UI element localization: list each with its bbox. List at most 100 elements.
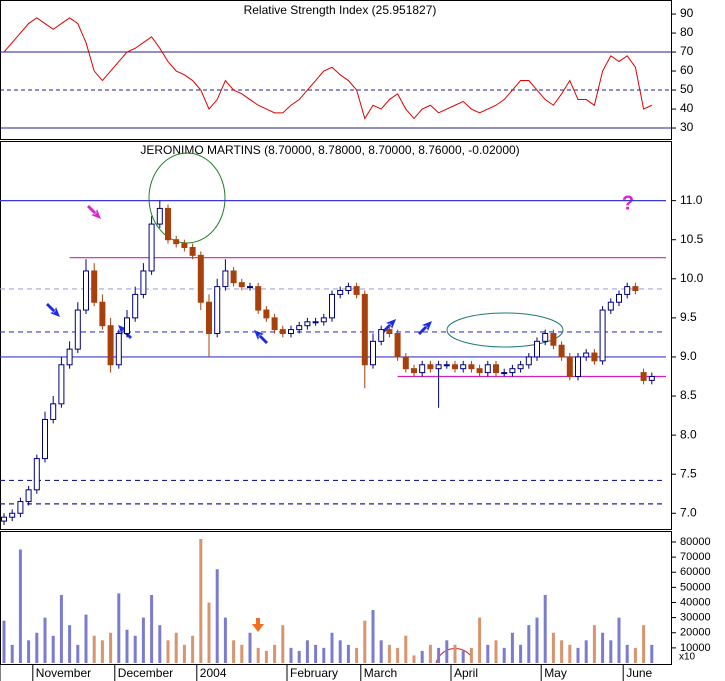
candle-body [1, 516, 7, 522]
price-panel [0, 141, 672, 530]
candle-body [329, 293, 335, 319]
volume-bar [535, 617, 539, 663]
volume-bar [84, 614, 88, 663]
candle-body [181, 243, 188, 249]
volume-bar [117, 593, 121, 663]
candle-body [493, 364, 499, 374]
arrow [418, 321, 432, 335]
volume-bar [43, 617, 47, 663]
candle-body [189, 247, 196, 256]
chart-title: JERONIMO MARTINS (8.70000, 8.78000, 8.70… [140, 143, 519, 157]
volume-bar [355, 647, 359, 663]
volume-bar [510, 632, 514, 663]
arrow [254, 330, 268, 344]
x-tick-label: 2004 [200, 666, 227, 680]
volume-bar [478, 617, 482, 663]
volume-bar [297, 650, 301, 663]
volume-bar [428, 644, 432, 663]
candle-body [501, 372, 508, 375]
volume-bar [609, 640, 613, 663]
volume-bar [445, 640, 449, 663]
volume-bar [412, 655, 416, 663]
y-tick-label: 7.5 [680, 466, 697, 480]
candle-body [312, 321, 319, 324]
volume-bar [330, 632, 334, 663]
candle-body [132, 293, 139, 319]
y-tick-label: 8.5 [680, 388, 697, 402]
arrow [87, 205, 101, 219]
x-tick-label: February [290, 666, 338, 680]
candle-body [238, 282, 245, 288]
candle-body [156, 207, 163, 225]
y-tick-label: 7.0 [680, 505, 697, 519]
volume-bar [18, 549, 22, 663]
arrow [252, 618, 264, 632]
volume-bar [248, 632, 252, 663]
volume-bar [453, 644, 457, 663]
volume-bar [469, 647, 473, 663]
candle-body [361, 293, 368, 366]
y-tick-label: 10000 [680, 642, 711, 654]
volume-bar [2, 620, 6, 663]
x-tick-label: March [364, 666, 397, 680]
candle-body [279, 329, 286, 334]
volume-bar [182, 644, 186, 663]
y-tick-label: 20000 [680, 627, 711, 639]
volume-bar [461, 650, 465, 663]
volume-bar [314, 644, 318, 663]
volume-bar [109, 632, 113, 663]
candle-body [386, 329, 393, 334]
candle-body [50, 403, 57, 420]
candle-body [115, 333, 122, 366]
y-tick-label: 70 [680, 44, 694, 58]
candle-body [624, 286, 631, 295]
candle-body [443, 364, 450, 367]
volume-bar [346, 644, 350, 663]
x-tick-label: December [118, 666, 173, 680]
volume-bar [133, 635, 137, 663]
volume-bar [363, 620, 367, 663]
candle-body [468, 364, 475, 370]
volume-bar [387, 644, 391, 663]
ellipse [446, 312, 564, 348]
candle-body [591, 352, 598, 362]
candle-body [370, 340, 376, 366]
candle-body [427, 364, 434, 370]
volume-bar [650, 644, 654, 663]
candle-body [378, 329, 385, 342]
volume-bar [584, 640, 588, 663]
y-tick-label: 30000 [680, 612, 711, 624]
candle-body [271, 317, 278, 331]
volume-bar [150, 594, 154, 663]
arrow [46, 303, 60, 317]
y-tick-label: 80000 [680, 536, 711, 548]
candle-body [607, 301, 614, 311]
volume-bar [27, 640, 31, 663]
volume-bar [10, 644, 14, 663]
candle-body [640, 372, 647, 381]
volume-bar [404, 635, 408, 663]
candle-body [550, 333, 557, 346]
candle-body [648, 375, 655, 381]
volume-bar [642, 625, 646, 663]
annotation: ? [622, 192, 634, 214]
volume-bar [281, 625, 285, 663]
candle-body [304, 321, 311, 327]
y-tick-label: 70000 [680, 551, 711, 563]
volume-bar [633, 647, 637, 663]
y-tick-label: 8.0 [680, 427, 697, 441]
candle-body [288, 329, 294, 334]
volume-bar [232, 640, 236, 663]
candle-body [509, 368, 516, 374]
candle-body [107, 325, 114, 366]
rsi-line [3, 17, 653, 120]
y-tick-label: 30 [680, 120, 694, 134]
y-tick-label: 60 [680, 63, 694, 77]
volume-unit: x10 [679, 652, 696, 663]
candle-body [140, 270, 147, 295]
candle-body [419, 364, 426, 374]
candle-body [575, 356, 581, 377]
candle-body [83, 270, 89, 311]
candle-body [214, 286, 221, 335]
